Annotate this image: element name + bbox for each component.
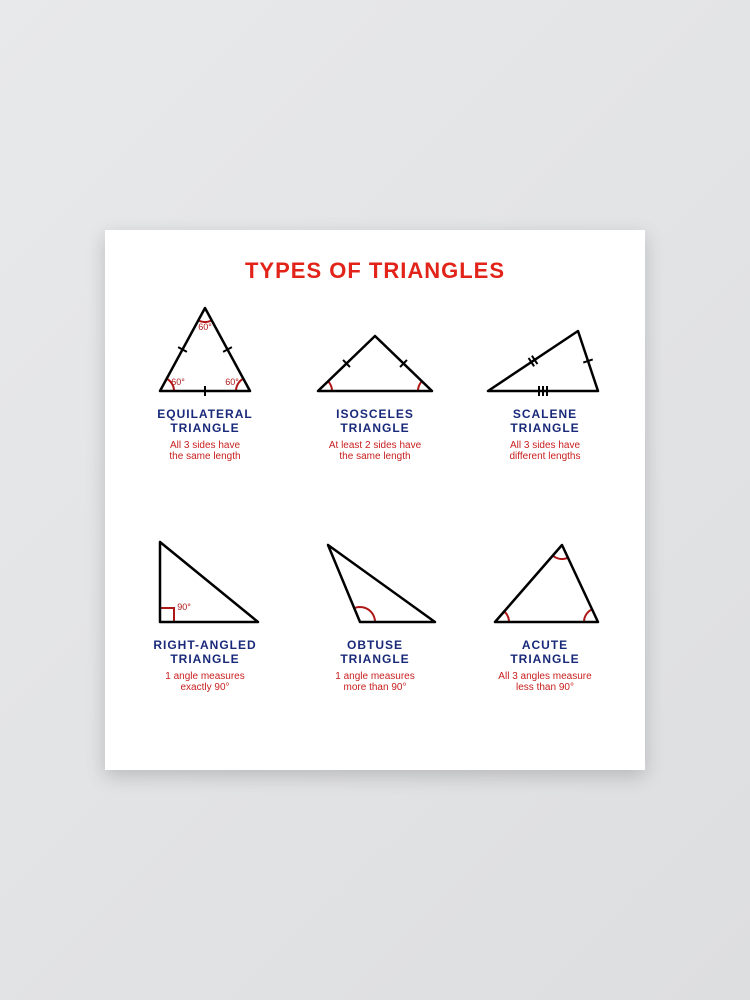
- desc-line: 1 angle measures: [335, 671, 415, 683]
- desc-line: more than 90°: [335, 682, 415, 694]
- triangle-label: RIGHT-ANGLEDTRIANGLE: [153, 639, 256, 667]
- triangle-cell-isosceles: ISOSCELESTRIANGLE At least 2 sides haveth…: [293, 296, 457, 519]
- desc-line: All 3 angles measure: [498, 671, 591, 683]
- triangle-acute-diagram: [470, 527, 620, 637]
- triangle-obtuse-diagram: [300, 527, 450, 637]
- label-line: RIGHT-ANGLED: [153, 639, 256, 653]
- svg-text:60°: 60°: [225, 377, 239, 387]
- desc-line: 1 angle measures: [165, 671, 245, 683]
- label-line: TRIANGLE: [157, 422, 252, 436]
- triangle-scalene-diagram: [470, 296, 620, 406]
- label-line: OBTUSE: [340, 639, 409, 653]
- triangle-label: ISOSCELESTRIANGLE: [336, 408, 414, 436]
- svg-text:60°: 60°: [171, 377, 185, 387]
- triangle-desc: 1 angle measuresmore than 90°: [335, 671, 415, 694]
- desc-line: the same length: [169, 451, 240, 463]
- triangle-cell-equilateral: 60° 60° 60° EQUILATERALTRIANGLE All 3 sides …: [123, 296, 287, 519]
- triangle-label: EQUILATERALTRIANGLE: [157, 408, 252, 436]
- label-line: TRIANGLE: [340, 653, 409, 667]
- svg-text:60°: 60°: [198, 322, 212, 332]
- desc-line: At least 2 sides have: [329, 440, 421, 452]
- poster: TYPES OF TRIANGLES 60°60°60°EQUILATERALT…: [105, 230, 645, 770]
- triangle-cell-obtuse: OBTUSETRIANGLE 1 angle measuresmore than …: [293, 527, 457, 750]
- label-line: EQUILATERAL: [157, 408, 252, 422]
- label-line: SCALENE: [510, 408, 579, 422]
- triangle-isosceles-diagram: [300, 296, 450, 406]
- label-line: TRIANGLE: [510, 422, 579, 436]
- triangle-desc: 1 angle measuresexactly 90°: [165, 671, 245, 694]
- desc-line: different lengths: [510, 451, 581, 463]
- triangle-right-diagram: 90°: [130, 527, 280, 637]
- triangle-desc: At least 2 sides havethe same length: [329, 440, 421, 463]
- label-line: TRIANGLE: [510, 653, 579, 667]
- triangle-desc: All 3 sides havethe same length: [169, 440, 240, 463]
- triangle-grid: 60°60°60°EQUILATERALTRIANGLEAll 3 sides …: [123, 296, 627, 750]
- label-line: ACUTE: [510, 639, 579, 653]
- page-title: TYPES OF TRIANGLES: [123, 258, 627, 284]
- desc-line: exactly 90°: [165, 682, 245, 694]
- triangle-label: ACUTETRIANGLE: [510, 639, 579, 667]
- label-line: ISOSCELES: [336, 408, 414, 422]
- svg-text:90°: 90°: [177, 602, 191, 612]
- triangle-equilateral-diagram: 60° 60° 60°: [130, 296, 280, 406]
- label-line: TRIANGLE: [336, 422, 414, 436]
- triangle-label: OBTUSETRIANGLE: [340, 639, 409, 667]
- desc-line: All 3 sides have: [510, 440, 581, 452]
- desc-line: less than 90°: [498, 682, 591, 694]
- triangle-desc: All 3 sides havedifferent lengths: [510, 440, 581, 463]
- desc-line: the same length: [329, 451, 421, 463]
- label-line: TRIANGLE: [153, 653, 256, 667]
- triangle-desc: All 3 angles measureless than 90°: [498, 671, 591, 694]
- triangle-cell-acute: ACUTETRIANGLE All 3 angles measureless th…: [463, 527, 627, 750]
- triangle-label: SCALENETRIANGLE: [510, 408, 579, 436]
- triangle-cell-scalene: SCALENETRIANGLE All 3 sides havedifferent…: [463, 296, 627, 519]
- desc-line: All 3 sides have: [169, 440, 240, 452]
- triangle-cell-right: 90° RIGHT-ANGLEDTRIANGLE 1 angle measurese…: [123, 527, 287, 750]
